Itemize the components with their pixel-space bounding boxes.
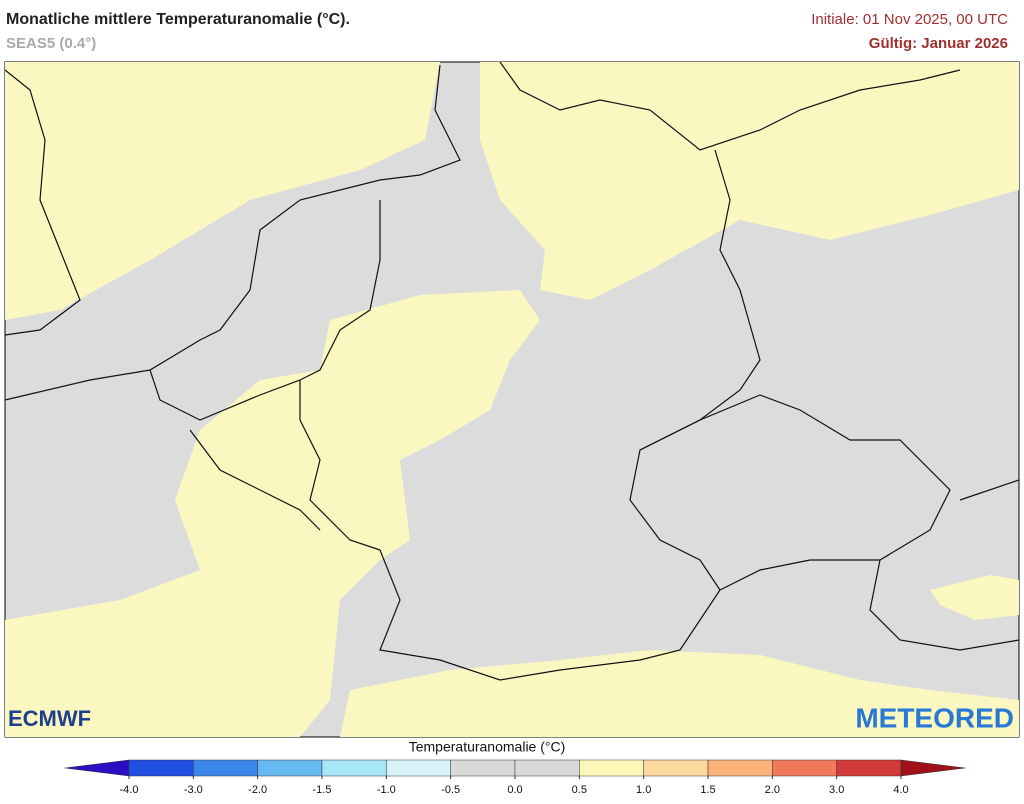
colorbar-tick-label: -2.0 [248, 784, 267, 796]
colorbar-tick-label: 4.0 [893, 784, 908, 796]
colorbar-tick-label: 1.0 [636, 784, 651, 796]
colorbar-tick-label: -3.0 [184, 784, 203, 796]
colorbar-segment [707, 759, 773, 777]
colorbar-segment [514, 759, 580, 777]
anomaly-area [5, 290, 540, 737]
colorbar: -4.0 -3.0 -2.0 -1.5 -1.0 -0.5 0.0 0.5 1.0 1.5 2.0 3… [64, 759, 966, 796]
colorbar-tick-label: -1.5 [313, 784, 332, 796]
colorbar-tick-label: -4.0 [120, 784, 139, 796]
colorbar-tick-label: 2.0 [765, 784, 780, 796]
colorbar-end [900, 759, 966, 777]
colorbar-tick-label: -1.0 [377, 784, 396, 796]
colorbar-tick-label: 0.0 [507, 784, 522, 796]
valid-time: Gültig: Januar 2026 [869, 35, 1008, 52]
ecmwf-logo: ECMWF [8, 706, 91, 731]
borders [4, 61, 1020, 681]
colorbar-segment [643, 759, 709, 777]
colorbar-segment [386, 759, 451, 777]
colorbar-tick-label: 3.0 [829, 784, 844, 796]
colorbar-segment [257, 759, 323, 777]
colorbar-segment [321, 759, 387, 777]
anomaly-area [340, 650, 1019, 737]
anomaly-area [480, 62, 1019, 300]
meteored-logo: METEORED [855, 702, 1014, 733]
anomaly-area [5, 62, 440, 320]
anomaly-area [930, 575, 1019, 620]
colorbar-tick-label: -0.5 [441, 784, 460, 796]
colorbar-label: Temperaturanomalie (°C) [409, 739, 566, 755]
map: ECMWF METEORED [4, 61, 1020, 738]
colorbar-segment [579, 759, 644, 777]
colorbar-tick-label: 0.5 [572, 784, 587, 796]
colorbar-end [64, 759, 130, 777]
init-time: Initiale: 01 Nov 2025, 00 UTC [811, 11, 1008, 28]
colorbar-tick-label: 1.5 [700, 784, 715, 796]
colorbar-segment [450, 759, 516, 777]
colorbar-segment [772, 759, 837, 777]
colorbar-segment [128, 759, 194, 777]
colorbar-segment [836, 759, 902, 777]
subtitle: SEAS5 (0.4°) [6, 35, 96, 52]
colorbar-segment [193, 759, 258, 777]
title: Monatliche mittlere Temperaturanomalie (… [6, 11, 350, 28]
